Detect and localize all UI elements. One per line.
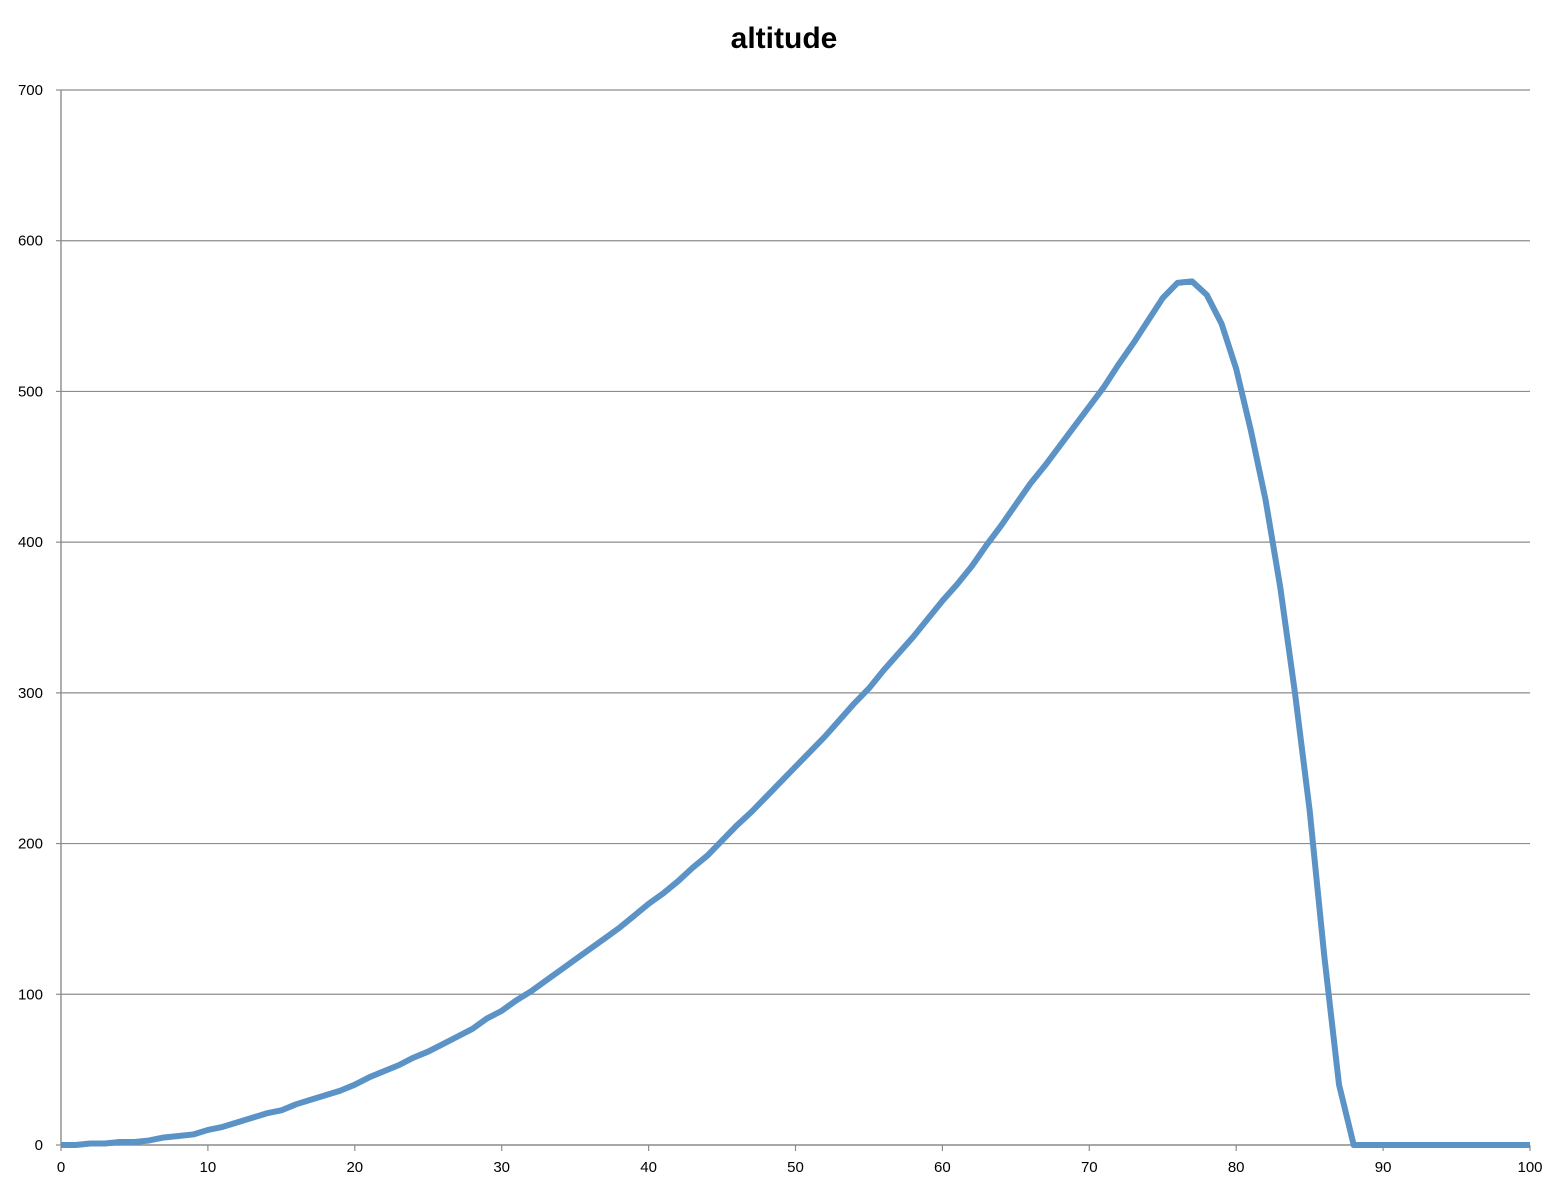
x-axis-tick-labels: 0 10 20 30 40 50 60 70 80 90 100 [57,1159,1543,1176]
x-tick-label: 20 [346,1159,363,1176]
x-tick-label: 80 [1228,1159,1245,1176]
y-tick-label: 0 [35,1137,43,1154]
y-tick-label: 300 [18,685,43,702]
series-layer [61,278,1530,1148]
y-tick-label: 400 [18,534,43,551]
series-line-0 [61,278,1530,1148]
grid-lines [56,89,1530,1146]
axes [60,90,1531,1151]
x-tick-label: 100 [1517,1159,1542,1176]
x-tick-label: 50 [787,1159,804,1176]
x-tick-label: 60 [934,1159,951,1176]
x-tick-label: 70 [1081,1159,1098,1176]
x-tick-label: 30 [493,1159,510,1176]
y-tick-label: 600 [18,233,43,250]
y-axis-tick-labels: 0 100 200 300 400 500 600 700 [18,82,43,1154]
x-tick-label: 90 [1375,1159,1392,1176]
chart-title: altitude [730,22,838,55]
x-tick-label: 10 [200,1159,217,1176]
x-tick-label: 40 [640,1159,657,1176]
x-tick-label: 0 [57,1159,65,1176]
y-tick-label: 700 [18,82,43,99]
y-tick-label: 200 [18,836,43,853]
y-tick-label: 500 [18,383,43,400]
y-tick-label: 100 [18,986,43,1003]
